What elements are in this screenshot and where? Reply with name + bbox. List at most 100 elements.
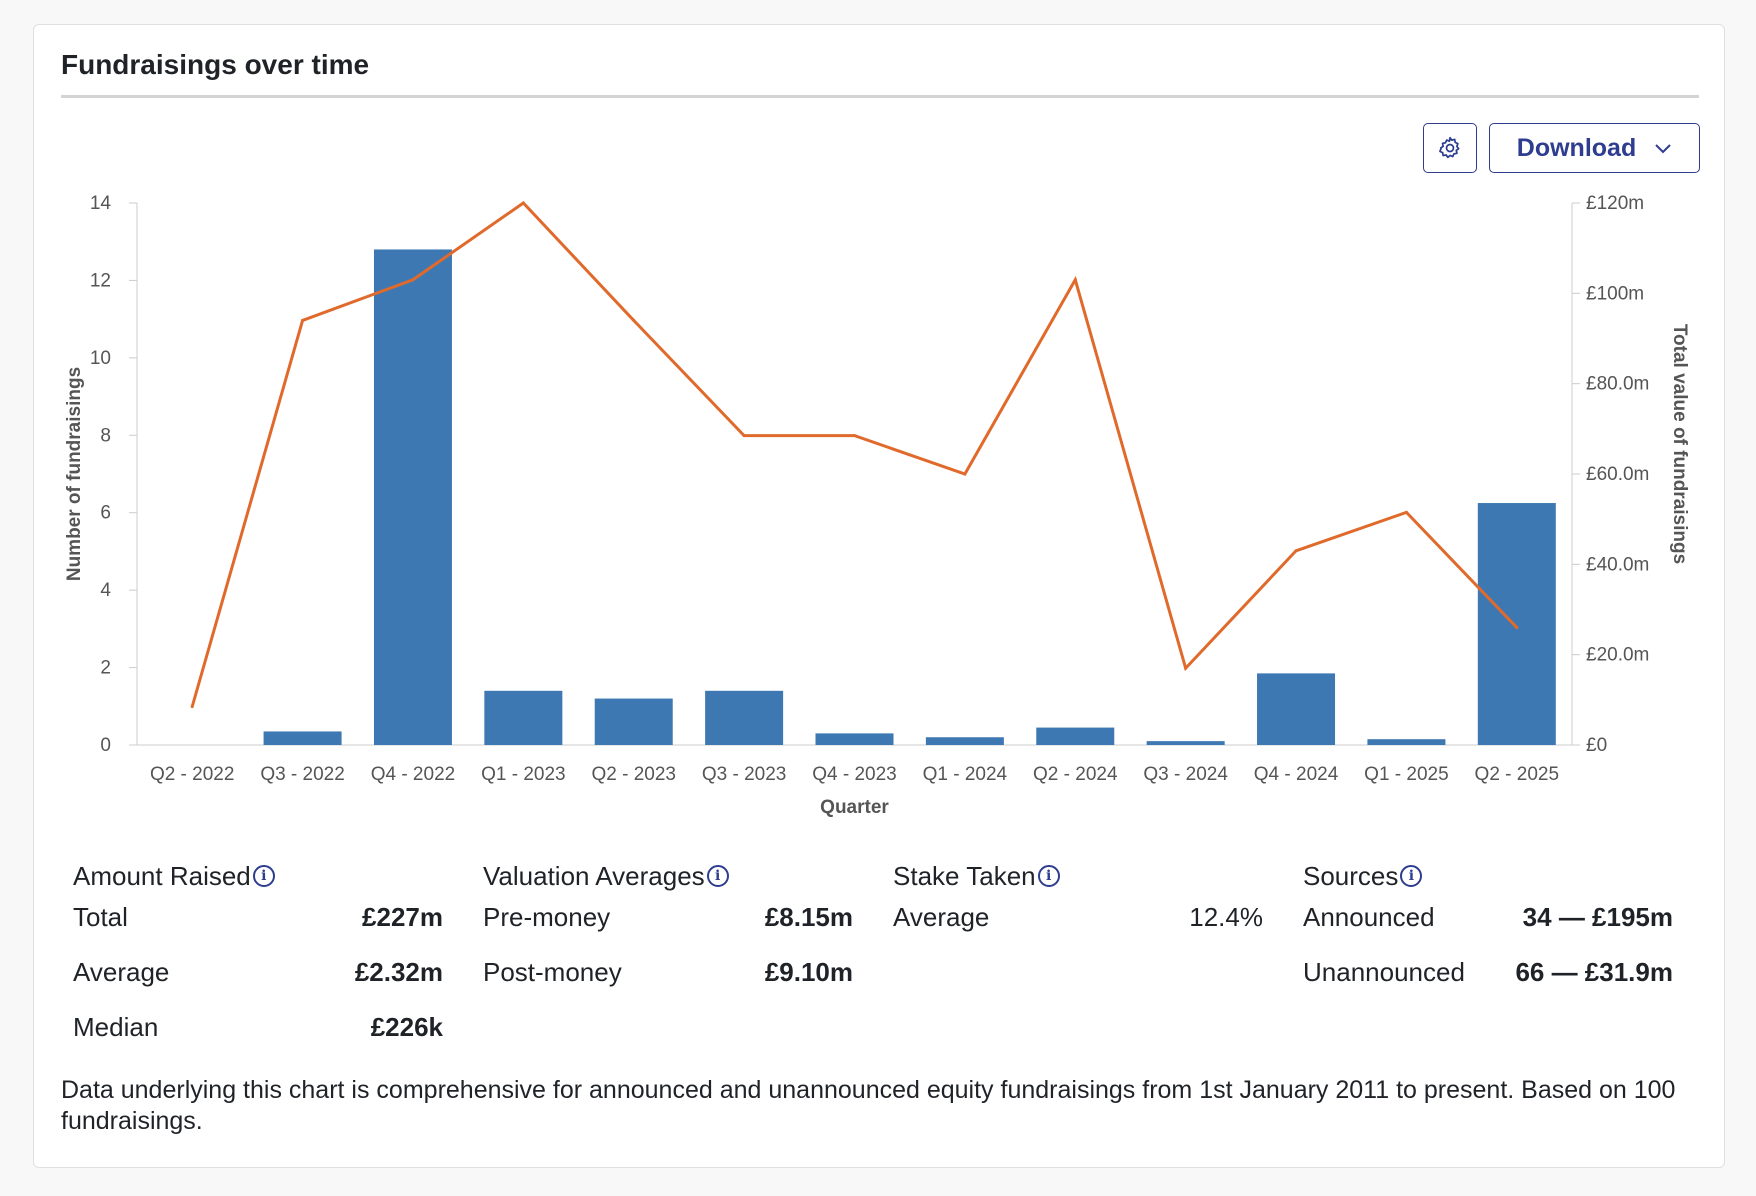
x-tick-label: Q3 - 2022 — [260, 764, 345, 785]
info-icon[interactable]: i — [1400, 865, 1423, 887]
y2-tick-label: £0 — [1586, 735, 1607, 756]
line-point — [411, 278, 415, 282]
gear-icon — [1439, 136, 1460, 159]
stat-row: Post-money £9.10m — [483, 957, 853, 988]
stat-row: Pre-money £8.15m — [483, 902, 853, 933]
y-tick-label: 0 — [100, 735, 111, 756]
valuation-averages-title: Valuation Averages — [483, 860, 705, 891]
bar — [1146, 741, 1225, 745]
x-tick-label: Q3 - 2023 — [702, 764, 787, 785]
stat-value: £8.15m — [764, 902, 853, 932]
stake-taken-header: Stake Taken i — [893, 860, 1263, 892]
info-icon[interactable]: i — [252, 865, 275, 887]
sources-group: Sources i Announced 34 — £195m Unannounc… — [1303, 860, 1673, 988]
y2-tick-label: £80.0m — [1586, 374, 1649, 395]
stake-taken-group: Stake Taken i Average 12.4% — [893, 860, 1263, 933]
stat-value: 12.4% — [1189, 902, 1263, 932]
x-tick-label: Q1 - 2024 — [923, 764, 1008, 785]
chart-settings-button[interactable] — [1423, 123, 1477, 173]
line-point — [1294, 549, 1298, 553]
bar — [1477, 503, 1556, 745]
stat-label: Average — [73, 957, 170, 987]
y-tick-label: 4 — [100, 580, 111, 601]
stat-label: Unannounced — [1303, 957, 1465, 987]
stat-row: Median £226k — [73, 1012, 443, 1043]
y2-tick-label: £120m — [1586, 193, 1644, 214]
stat-value: £226k — [370, 1012, 443, 1042]
x-tick-label: Q1 - 2023 — [481, 764, 566, 785]
valuation-averages-header: Valuation Averages i — [483, 860, 853, 892]
x-tick-label: Q4 - 2022 — [371, 764, 456, 785]
stat-label: Post-money — [483, 957, 622, 987]
line-point — [301, 318, 305, 322]
stat-row: Unannounced 66 — £31.9m — [1303, 957, 1673, 988]
stat-value: 66 — £31.9m — [1515, 957, 1673, 987]
x-axis-title: Quarter — [820, 797, 889, 818]
stat-label: Announced — [1303, 902, 1435, 932]
x-tick-label: Q1 - 2025 — [1364, 764, 1449, 785]
line-point — [742, 434, 746, 438]
y-axis-title: Number of fundraisings — [64, 367, 85, 581]
line-point — [1184, 666, 1188, 670]
x-tick-label: Q4 - 2023 — [812, 764, 897, 785]
line-point — [853, 434, 856, 438]
line-point — [1073, 278, 1077, 282]
info-icon[interactable]: i — [706, 865, 729, 887]
stat-label: Pre-money — [483, 902, 611, 932]
y2-tick-label: £20.0m — [1586, 645, 1649, 666]
y-tick-label: 12 — [90, 270, 111, 291]
line-point — [632, 318, 636, 322]
download-label: Download — [1516, 133, 1637, 162]
fundraisings-card: Fundraisings over time Download 0 2 4 6 8 10 1… — [33, 24, 1725, 1168]
line-point — [521, 201, 525, 205]
bar — [1367, 739, 1446, 745]
y2-tick-label: £40.0m — [1586, 554, 1649, 575]
stat-row: Announced 34 — £195m — [1303, 902, 1673, 933]
line-point — [1404, 510, 1408, 514]
fundraisings-chart: 0 2 4 6 8 10 12 14 £0 £20.0m £40.0m £60.0m £80.0m £10… — [64, 193, 1690, 818]
amount-raised-title: Amount Raised — [73, 860, 251, 891]
title-divider — [61, 95, 1699, 98]
x-tick-label: Q2 - 2024 — [1033, 764, 1118, 785]
bar — [373, 249, 452, 745]
download-button[interactable]: Download — [1489, 123, 1700, 173]
bar — [1036, 727, 1115, 745]
stat-label: Average — [893, 902, 990, 932]
footnote: Data underlying this chart is comprehens… — [61, 1076, 1676, 1135]
stat-value: £2.32m — [354, 957, 443, 987]
y2-axis-title: Total value of fundraisings — [1669, 324, 1690, 564]
y-tick-label: 6 — [100, 503, 111, 524]
y-tick-label: 10 — [90, 348, 111, 369]
amount-raised-header: Amount Raised i — [73, 860, 443, 892]
sources-header: Sources i — [1303, 860, 1673, 892]
stat-row: Average 12.4% — [893, 902, 1263, 933]
bar — [484, 690, 563, 745]
line-point — [963, 472, 967, 476]
stake-taken-title: Stake Taken — [893, 860, 1036, 891]
bar — [705, 690, 784, 745]
info-icon[interactable]: i — [1037, 865, 1060, 887]
stat-value: £227m — [362, 902, 443, 932]
bar — [925, 737, 1004, 745]
stat-label: Total — [73, 902, 128, 932]
amount-raised-group: Amount Raised i Total £227m Average £2.3… — [73, 860, 443, 1043]
stat-row: Total £227m — [73, 902, 443, 933]
y2-tick-label: £100m — [1586, 283, 1644, 304]
line-point — [1515, 626, 1519, 630]
valuation-averages-group: Valuation Averages i Pre-money £8.15m Po… — [483, 860, 853, 988]
stat-label: Median — [73, 1012, 159, 1042]
bar — [815, 733, 894, 745]
card-title: Fundraisings over time — [61, 49, 370, 80]
chevron-down-icon — [1655, 144, 1671, 154]
x-tick-label: Q4 - 2024 — [1254, 764, 1339, 785]
bar — [594, 698, 673, 745]
stat-row: Average £2.32m — [73, 957, 443, 988]
sources-title: Sources — [1303, 860, 1399, 891]
x-tick-label: Q2 - 2022 — [150, 764, 235, 785]
y-tick-label: 14 — [90, 193, 112, 214]
stat-value: 34 — £195m — [1522, 902, 1673, 932]
x-tick-label: Q3 - 2024 — [1143, 764, 1228, 785]
x-tick-label: Q2 - 2025 — [1475, 764, 1560, 785]
bar — [263, 731, 342, 745]
stat-value: £9.10m — [764, 957, 853, 987]
